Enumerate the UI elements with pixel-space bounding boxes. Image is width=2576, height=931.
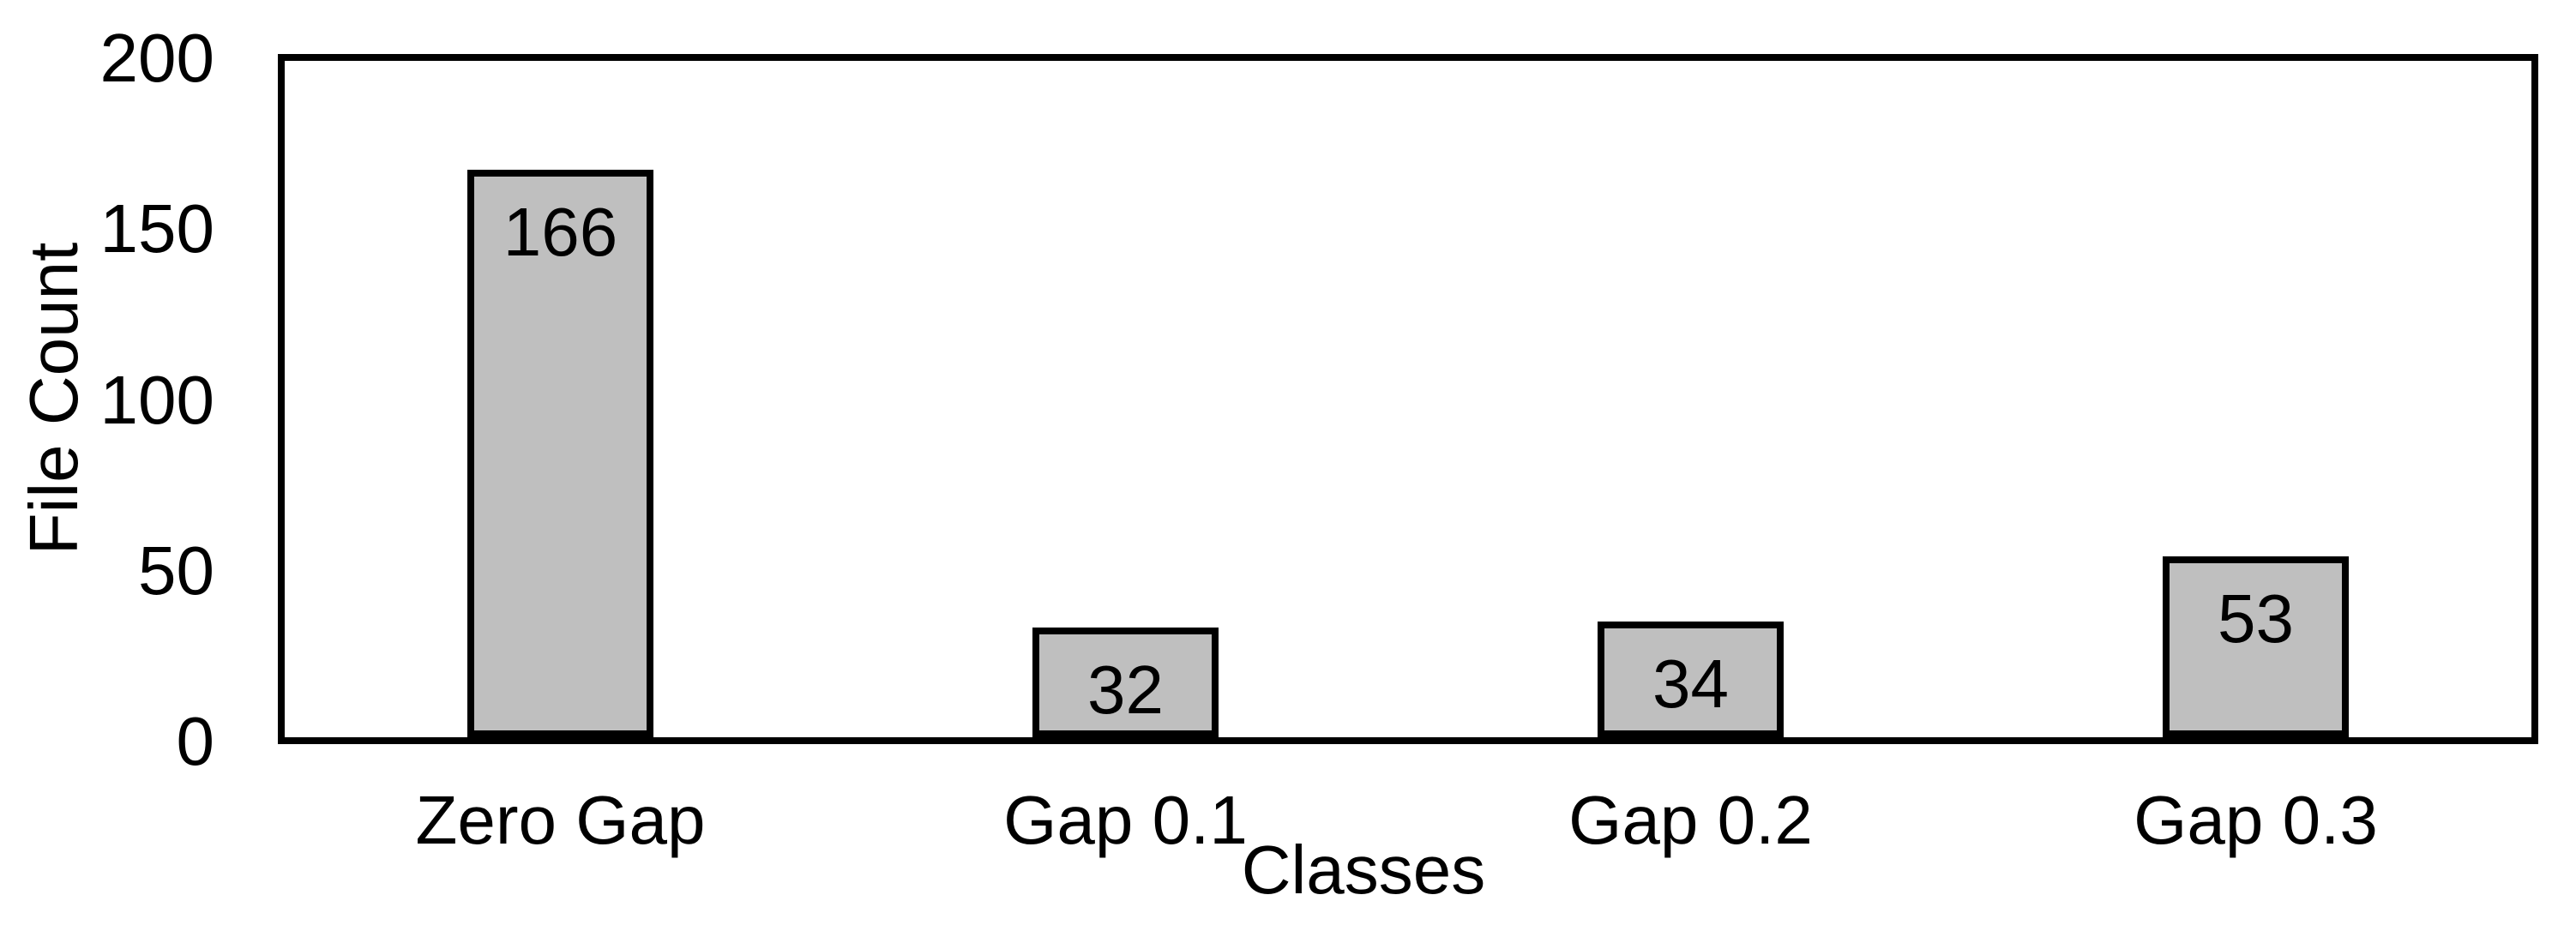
y-tick-label: 150 [99,190,214,267]
plot-area [278,54,2538,744]
x-category-label: Gap 0.3 [2134,782,2378,858]
x-axis-title: Classes [1241,832,1486,908]
x-category-label: Gap 0.2 [1568,782,1813,858]
y-tick-label: 100 [99,361,214,438]
bar-value-label: 53 [2218,580,2294,657]
bar-gap-0-2: 34 [1598,622,1784,737]
y-tick-label: 50 [138,532,214,609]
bar-gap-0-1: 32 [1032,628,1219,737]
bar-zero-gap: 166 [467,170,653,737]
x-category-label: Zero Gap [415,782,706,858]
bar-value-label: 32 [1087,652,1164,728]
bar-value-label: 34 [1652,646,1729,722]
bar-value-label: 166 [503,194,618,270]
bar-gap-0-3: 53 [2163,556,2349,737]
x-category-label: Gap 0.1 [1003,782,1248,858]
y-tick-label: 0 [176,703,215,779]
y-tick-label: 200 [99,20,214,96]
